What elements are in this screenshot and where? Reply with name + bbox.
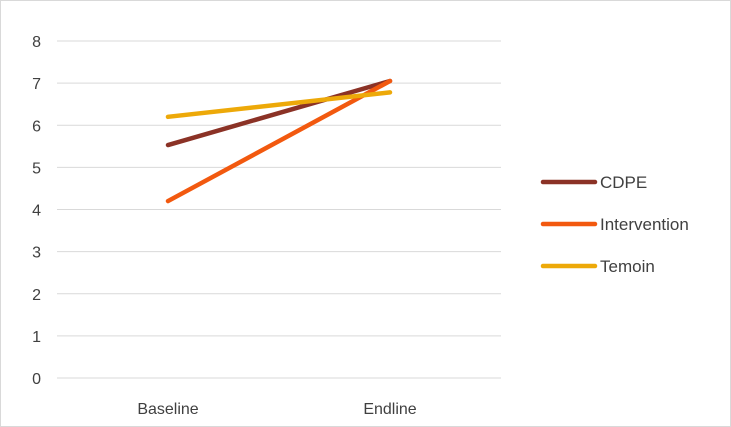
y-tick-label: 8 xyxy=(32,34,41,51)
y-tick-label: 6 xyxy=(32,118,41,135)
gridlines xyxy=(57,40,501,379)
y-tick-label: 2 xyxy=(32,287,41,304)
legend: CDPE Intervention Temoin xyxy=(540,173,689,276)
series-line-intervention xyxy=(165,78,393,204)
y-tick-label: 5 xyxy=(32,160,41,177)
legend-label: Intervention xyxy=(600,215,689,234)
legend-label: Temoin xyxy=(600,257,655,276)
legend-label: CDPE xyxy=(600,173,647,192)
x-tick-label: Baseline xyxy=(137,401,198,418)
y-tick-label: 7 xyxy=(32,76,41,93)
series-lines xyxy=(165,78,393,204)
y-tick-label: 4 xyxy=(32,203,41,220)
series-line-cdpe xyxy=(165,78,393,148)
y-tick-label: 1 xyxy=(32,329,41,346)
x-axis-ticks: Baseline Endline xyxy=(137,401,416,418)
y-tick-label: 0 xyxy=(32,371,41,388)
y-tick-label: 3 xyxy=(32,245,41,262)
series-line-temoin xyxy=(165,90,393,120)
y-axis-ticks: 0 1 2 3 4 5 6 7 8 xyxy=(32,34,41,388)
x-tick-label: Endline xyxy=(363,401,416,418)
